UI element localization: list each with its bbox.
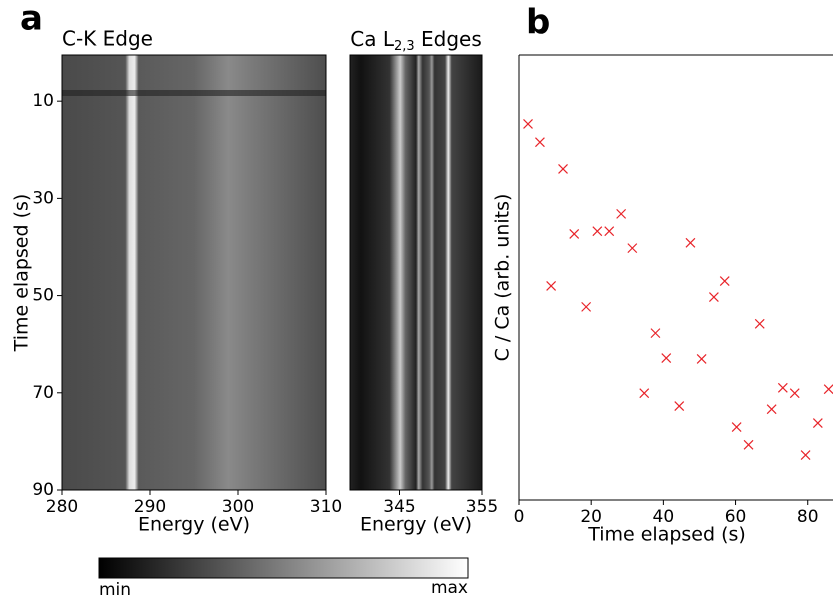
x-axis-label: Time elapsed (s) xyxy=(587,524,746,546)
x-tick-label: 345 xyxy=(383,497,415,517)
title-part: 2,3 xyxy=(394,39,415,54)
marker xyxy=(754,318,765,329)
marker xyxy=(650,328,661,339)
marker xyxy=(581,301,592,312)
panel-label: a xyxy=(20,0,43,39)
marker xyxy=(627,243,638,254)
marker xyxy=(569,228,580,239)
marker xyxy=(523,119,533,129)
x-tick-label: 80 xyxy=(797,507,819,527)
x-tick-label: 60 xyxy=(725,507,747,527)
chart-title: C-K Edge xyxy=(62,27,153,51)
marker xyxy=(558,163,568,174)
y-tick-label: 30 xyxy=(32,188,54,208)
marker xyxy=(708,292,719,303)
panel-label: b xyxy=(526,3,550,43)
x-tick-label: 40 xyxy=(653,507,675,527)
marker xyxy=(719,276,730,286)
colorbar-label: min xyxy=(99,580,131,600)
axes-frame xyxy=(61,54,327,491)
marker xyxy=(777,382,788,393)
x-tick-label: 300 xyxy=(222,497,254,517)
marker xyxy=(812,418,823,428)
marker xyxy=(592,226,603,237)
marker xyxy=(823,384,833,395)
chart-title: Ca L2,3 Edges xyxy=(350,27,482,54)
marker xyxy=(604,226,615,237)
x-tick-label: 20 xyxy=(580,507,602,527)
marker xyxy=(766,404,777,415)
y-axis-label: C / Ca (arb. units) xyxy=(492,194,514,362)
colorbar-label: max xyxy=(431,578,468,598)
marker xyxy=(696,354,707,364)
marker xyxy=(616,208,627,219)
heatmap-band xyxy=(62,90,326,96)
heatmap-image xyxy=(62,55,326,490)
x-axis-label: Energy (eV) xyxy=(360,514,472,536)
marker xyxy=(546,281,557,291)
marker xyxy=(800,450,811,460)
title-part: Ca L xyxy=(350,27,395,51)
y-axis-label: Time elapsed (s) xyxy=(11,194,33,353)
y-tick-label: 70 xyxy=(32,383,54,403)
x-tick-label: 290 xyxy=(134,497,166,517)
x-tick-label: 280 xyxy=(46,497,78,517)
marker xyxy=(674,401,685,412)
title-part: Edges xyxy=(415,27,482,51)
x-tick-label: 355 xyxy=(466,497,498,517)
y-tick-label: 90 xyxy=(32,480,54,500)
marker xyxy=(743,439,754,450)
marker xyxy=(535,137,545,148)
marker xyxy=(639,388,650,399)
heatmap-image xyxy=(350,55,482,490)
marker xyxy=(685,237,696,248)
marker xyxy=(731,422,742,432)
colorbar xyxy=(98,557,469,579)
y-tick-label: 10 xyxy=(32,91,54,111)
axes-frame xyxy=(349,54,483,491)
x-axis-label: Energy (eV) xyxy=(138,514,250,536)
y-tick-label: 50 xyxy=(32,286,54,306)
x-tick-label: 310 xyxy=(310,497,342,517)
marker xyxy=(789,388,800,399)
x-tick-label: 0 xyxy=(514,507,525,527)
marker xyxy=(661,353,672,363)
